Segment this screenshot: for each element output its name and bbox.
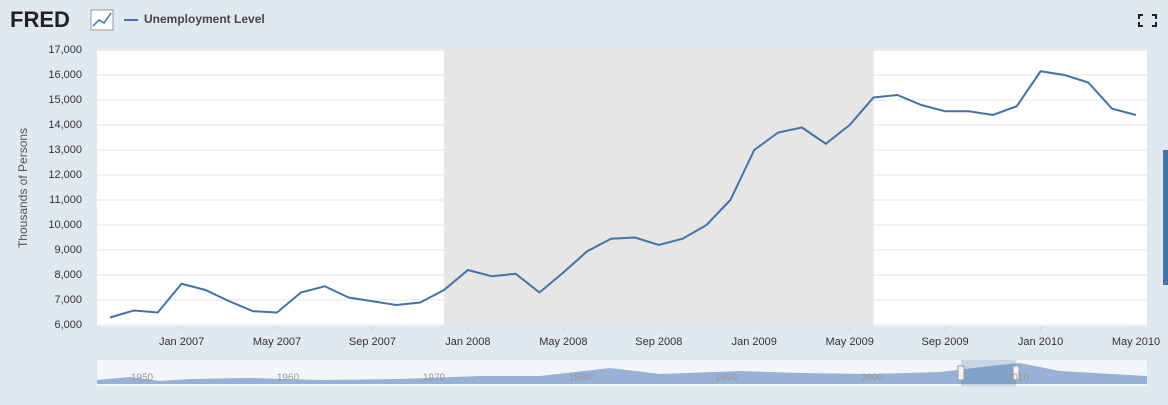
x-tick-label: May 2008 (539, 336, 587, 348)
navigator-handle[interactable] (1012, 365, 1020, 381)
navigator-area (97, 363, 1147, 384)
x-tick-label: May 2007 (253, 336, 301, 348)
y-tick-label: 8,000 (54, 269, 82, 281)
legend-label: Unemployment Level (144, 12, 265, 26)
navigator-label: 1960 (277, 373, 300, 384)
logo-icon (90, 9, 114, 31)
navigator-label: 2000 (861, 373, 884, 384)
navigator-window[interactable] (961, 360, 1016, 386)
x-tick-label: May 2009 (826, 336, 874, 348)
y-tick-label: 13,000 (48, 144, 82, 156)
x-tick-label: Jan 2007 (159, 336, 204, 348)
navigator-label: 1970 (423, 373, 446, 384)
y-tick-label: 6,000 (54, 319, 82, 331)
y-tick-label: 10,000 (48, 219, 82, 231)
y-tick-label: 12,000 (48, 169, 82, 181)
x-tick-label: May 2010 (1112, 336, 1160, 348)
scrollbar[interactable] (1163, 150, 1168, 285)
y-tick-label: 9,000 (54, 244, 82, 256)
logo-icon-line (92, 12, 112, 27)
y-tick-label: 17,000 (48, 44, 82, 56)
y-tick-label: 7,000 (54, 294, 82, 306)
brand-logo: FRED (10, 7, 70, 32)
navigator-handle[interactable] (957, 365, 965, 381)
x-tick-label: Jan 2009 (732, 336, 777, 348)
navigator-label: 1990 (715, 373, 738, 384)
y-tick-label: 16,000 (48, 69, 82, 81)
y-tick-label: 14,000 (48, 119, 82, 131)
recession-band (444, 50, 874, 326)
y-tick-label: 11,000 (49, 194, 82, 206)
y-axis-title: Thousands of Persons (16, 128, 30, 248)
fullscreen-button[interactable] (1138, 14, 1157, 27)
navigator-label: 1950 (131, 373, 154, 384)
y-tick-label: 15,000 (48, 94, 82, 106)
navigator-label: 2010 (1007, 373, 1030, 384)
x-tick-label: Sep 2009 (922, 336, 969, 348)
x-tick-label: Jan 2008 (445, 336, 490, 348)
data-line (109, 70, 1137, 319)
x-tick-label: Sep 2007 (349, 336, 396, 348)
x-tick-label: Jan 2010 (1018, 336, 1063, 348)
navigator-label: 1980 (569, 373, 592, 384)
x-tick-label: Sep 2008 (635, 336, 682, 348)
